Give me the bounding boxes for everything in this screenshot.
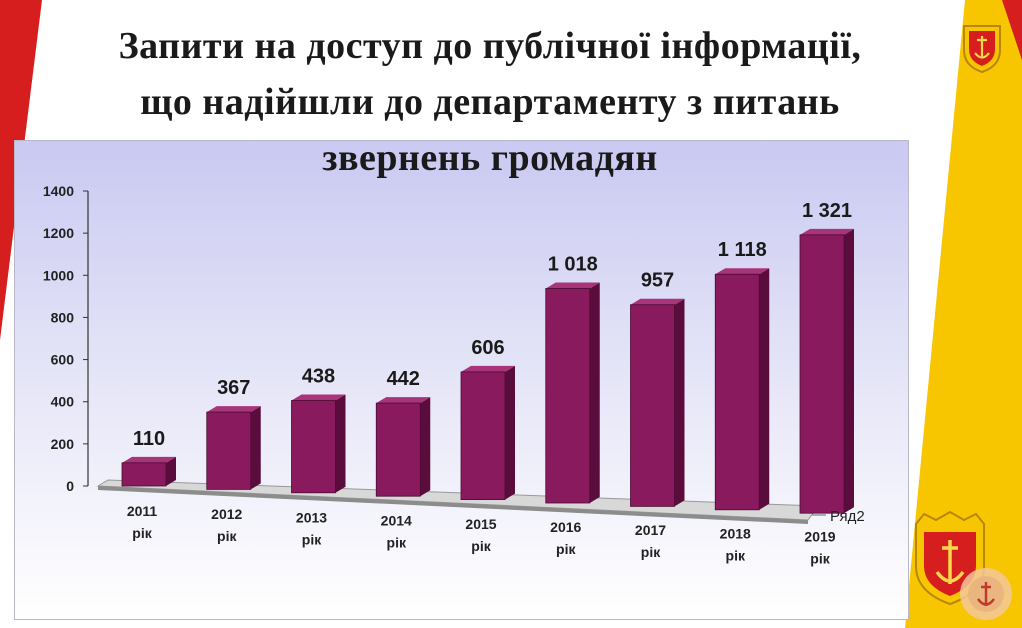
bar-top (291, 394, 346, 401)
y-tick-label: 400 (51, 394, 75, 410)
data-label: 367 (217, 377, 250, 399)
y-tick-label: 200 (51, 436, 75, 452)
data-label: 1 018 (548, 253, 598, 275)
bar (460, 371, 506, 500)
x-tick-label: 2015 (465, 516, 496, 532)
bar-top (376, 397, 431, 404)
title-line: Запити на доступ до публічної інформації… (118, 25, 862, 67)
x-tick-label: 2019 (804, 529, 835, 545)
legend-entry: Ряд2 (830, 508, 865, 525)
bar-side (589, 282, 600, 503)
bar (545, 288, 591, 504)
bar-side (844, 228, 854, 514)
slide-title: Запити на доступ до публічної інформації… (40, 18, 940, 186)
y-tick-label: 800 (51, 309, 75, 325)
data-label: 438 (302, 366, 335, 388)
x-tick-label: рік (132, 525, 152, 541)
bar-side (335, 394, 346, 493)
data-label: 606 (471, 337, 504, 359)
x-tick-label: рік (556, 541, 576, 557)
bar-top (461, 365, 515, 372)
bar (206, 411, 252, 490)
bar-side (250, 406, 261, 490)
x-tick-label: рік (471, 538, 491, 554)
bar-top (630, 298, 685, 305)
data-label: 442 (387, 368, 420, 390)
watermark-emblem-icon (960, 568, 1012, 620)
bar (799, 234, 845, 514)
x-tick-label: 2018 (720, 525, 751, 541)
bar (630, 304, 675, 507)
bar-top (800, 228, 854, 235)
data-label: 957 (641, 270, 674, 292)
x-tick-label: рік (387, 535, 407, 551)
bar-side (505, 365, 515, 500)
data-label: 110 (133, 428, 165, 450)
bar (375, 402, 421, 497)
data-label: 1 321 (802, 200, 852, 222)
x-tick-label: рік (641, 544, 661, 560)
x-tick-label: рік (217, 528, 237, 544)
x-tick-label: 2017 (635, 522, 666, 538)
bar-side (420, 397, 431, 497)
bar-top (715, 268, 770, 275)
bar-top (545, 282, 600, 289)
x-tick-label: 2013 (296, 509, 327, 525)
y-tick-label: 1000 (43, 267, 74, 283)
chart-floor (96, 479, 819, 521)
y-tick-label: 0 (66, 478, 74, 494)
chart-floor-edge (98, 486, 808, 524)
title-line: звернень громадян (322, 137, 658, 179)
red-stripe-right (1002, 0, 1022, 60)
bar-side (166, 456, 176, 486)
data-label: 1 118 (718, 239, 767, 261)
x-tick-label: рік (302, 531, 322, 547)
yellow-stripe (905, 0, 1022, 628)
bar (714, 273, 760, 511)
y-tick-label: 1200 (43, 225, 74, 241)
bar-side (759, 268, 770, 510)
bar (121, 462, 167, 487)
bar-top (122, 456, 176, 463)
x-tick-label: 2012 (211, 506, 242, 522)
y-tick-label: 600 (51, 352, 75, 368)
y-tick-label: 1400 (43, 183, 74, 199)
bar (291, 400, 336, 494)
x-tick-label: 2011 (127, 503, 158, 519)
title-line: що надійшли до департаменту з питань (140, 81, 840, 123)
coat-of-arms-icon (963, 25, 1001, 74)
bar-side (674, 298, 685, 507)
x-tick-label: рік (810, 551, 830, 567)
x-tick-label: рік (726, 547, 746, 563)
x-tick-label: 2014 (381, 513, 412, 529)
x-tick-label: 2016 (550, 519, 581, 535)
bar-top (206, 406, 261, 413)
